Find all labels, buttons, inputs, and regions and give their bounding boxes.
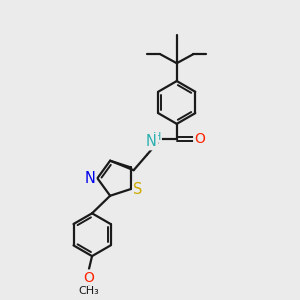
Text: O: O <box>83 271 94 284</box>
Text: O: O <box>194 132 205 146</box>
Text: N: N <box>146 134 157 149</box>
Text: S: S <box>134 182 143 196</box>
Text: N: N <box>85 171 95 186</box>
Text: CH₃: CH₃ <box>79 286 99 296</box>
Text: H: H <box>153 132 161 142</box>
